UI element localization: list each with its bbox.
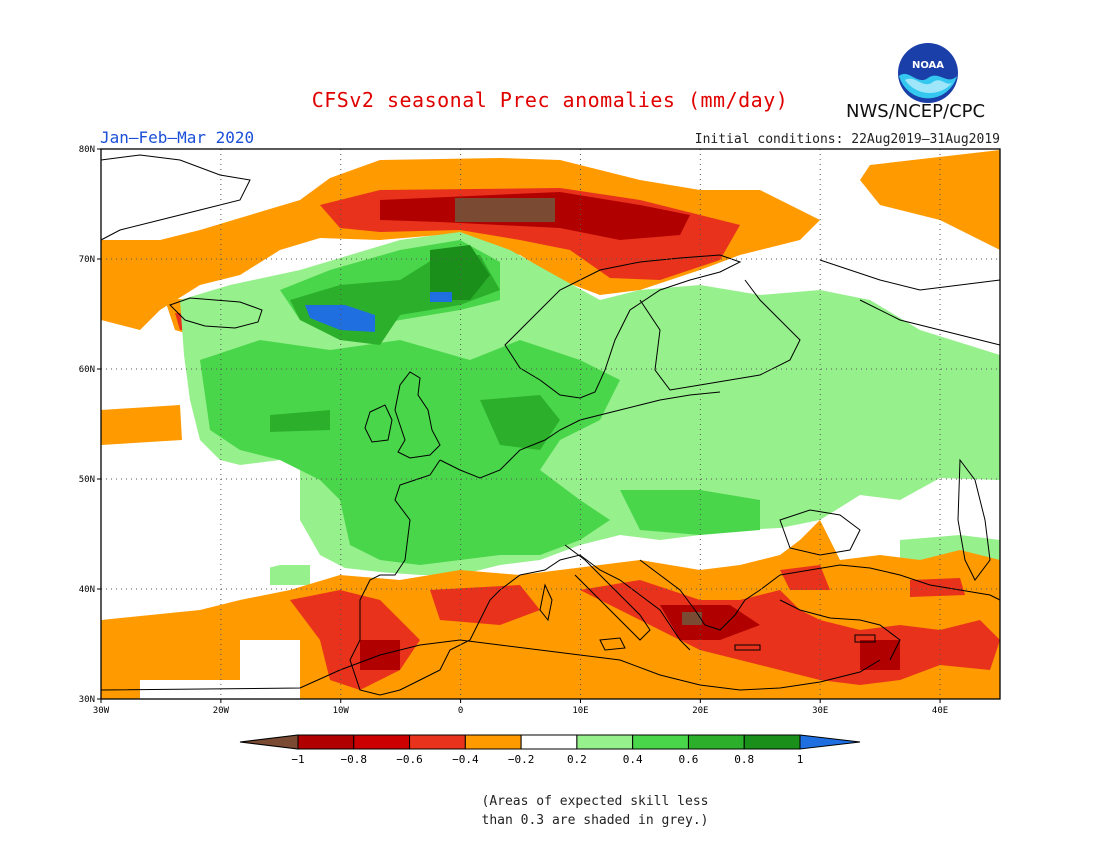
anomaly-region [305, 305, 375, 332]
latitude-label: 40N [79, 585, 95, 595]
skill-note-line1: (Areas of expected skill less [481, 794, 709, 809]
anomaly-region [240, 600, 290, 640]
coastline [639, 279, 801, 391]
map-title: CFSv2 seasonal Prec anomalies (mm/day) [311, 88, 789, 112]
coastline [564, 544, 651, 641]
colorbar-label: −0.6 [396, 753, 423, 766]
anomaly-region [860, 640, 900, 670]
colorbar-label: 0.4 [623, 753, 643, 766]
coastline [779, 509, 861, 556]
longitude-label: 20W [213, 706, 230, 716]
longitude-label: 10W [333, 706, 350, 716]
colorbar-cell [409, 734, 466, 750]
coastline [539, 583, 553, 622]
colorbar-label: 0.6 [679, 753, 699, 766]
longitude-label: 10E [572, 706, 588, 716]
axis-ticks [97, 148, 941, 703]
colorbar-cell [520, 734, 578, 750]
colorbar-cell [239, 734, 299, 750]
anomaly-region [101, 620, 210, 680]
coastline [599, 637, 626, 651]
coastline [779, 599, 901, 661]
latitude-label: 50N [79, 475, 95, 485]
forecast-period: Jan–Feb–Mar 2020 [100, 128, 255, 147]
colorbar-cell [353, 734, 411, 750]
anomaly-region [430, 292, 452, 302]
longitude-label: 30W [93, 706, 110, 716]
colorbar-cell [799, 734, 861, 750]
coastline [504, 254, 742, 399]
coastline [169, 297, 263, 329]
anomaly-region [682, 612, 702, 625]
coastline [819, 259, 1001, 291]
colorbar-cell [576, 734, 634, 750]
coastlines [100, 154, 1001, 696]
coastline [499, 554, 691, 651]
map-frame [100, 148, 1001, 700]
colorbar-cell [297, 734, 355, 750]
coastline [349, 459, 501, 696]
anomaly-region [430, 245, 490, 300]
noaa-logo: NOAA [898, 43, 958, 103]
colorbar-cell [632, 734, 689, 750]
skill-note: (Areas of expected skill less than 0.3 a… [0, 792, 1100, 830]
coastline [394, 371, 441, 459]
colorbar-label: −1 [291, 753, 304, 766]
latitude-label: 60N [79, 365, 95, 375]
longitude-label: 40E [932, 706, 948, 716]
colorbar-cell [464, 734, 522, 750]
colorbar-label: −0.8 [341, 753, 368, 766]
longitude-label: 30E [812, 706, 828, 716]
colorbar-label: 0.2 [567, 753, 587, 766]
organization-label: NWS/NCEP/CPC [846, 101, 986, 122]
colorbar-cell [687, 734, 745, 750]
anomaly-region [620, 490, 760, 535]
coastline [854, 634, 876, 643]
anomaly-region [240, 640, 300, 699]
latitude-label: 30N [79, 695, 95, 705]
coastline [957, 458, 991, 581]
graticule [101, 149, 1000, 699]
colorbar-label: 1 [797, 753, 804, 766]
initial-conditions: Initial conditions: 22Aug2019–31Aug2019 [694, 132, 1000, 147]
colorbar-cell [743, 734, 801, 750]
anomaly-region [270, 410, 330, 432]
anomaly-region [270, 565, 310, 585]
coastline [734, 644, 761, 651]
noaa-logo-text: NOAA [912, 60, 944, 71]
longitude-label: 0 [458, 706, 463, 716]
coastline [779, 564, 1001, 601]
anomaly-region [480, 395, 560, 450]
anomaly-region [101, 450, 300, 620]
anomaly-region [455, 198, 555, 222]
anomaly-region [430, 585, 540, 625]
anomaly-region [200, 340, 620, 565]
coastline [639, 559, 781, 631]
anomaly-region [860, 150, 1000, 250]
anomaly-region [780, 565, 830, 590]
colorbar-label: −0.2 [508, 753, 535, 766]
colorbar-label: 0.8 [734, 753, 754, 766]
anomaly-region [101, 405, 182, 445]
coastline [364, 404, 393, 443]
longitude-label: 20E [692, 706, 708, 716]
longitude-labels: 30W 20W 10W 0 10E 20E 30E 40E [93, 706, 948, 716]
latitude-label: 70N [79, 255, 95, 265]
skill-note-line2: than 0.3 are shaded in grey.) [481, 813, 709, 828]
coastline [439, 391, 721, 479]
coastline [100, 154, 251, 241]
latitude-label: 80N [79, 145, 95, 155]
latitude-labels: 30N 40N 50N 60N 70N 80N [79, 145, 95, 705]
colorbar-label: −0.4 [452, 753, 479, 766]
